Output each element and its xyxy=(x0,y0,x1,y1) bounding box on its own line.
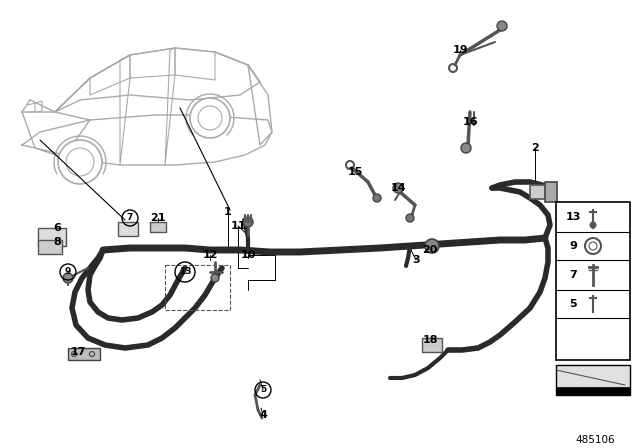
Bar xyxy=(38,228,66,246)
Circle shape xyxy=(425,239,439,253)
Text: 485106: 485106 xyxy=(575,435,615,445)
Text: 8: 8 xyxy=(53,237,61,247)
Text: 2: 2 xyxy=(531,143,539,153)
Polygon shape xyxy=(22,115,272,165)
Circle shape xyxy=(243,217,253,227)
Bar xyxy=(118,222,138,236)
Text: 21: 21 xyxy=(150,213,166,223)
Circle shape xyxy=(190,98,230,138)
Circle shape xyxy=(63,273,73,283)
Text: 14: 14 xyxy=(390,183,406,193)
Bar xyxy=(556,202,630,360)
Text: 10: 10 xyxy=(240,250,256,260)
Text: 1: 1 xyxy=(224,207,232,217)
Text: 7: 7 xyxy=(569,270,577,280)
Bar xyxy=(150,222,166,232)
Bar xyxy=(68,348,100,360)
Text: 17: 17 xyxy=(70,347,86,357)
Text: 20: 20 xyxy=(422,245,438,255)
Circle shape xyxy=(590,222,596,228)
Text: 7: 7 xyxy=(127,214,133,223)
Circle shape xyxy=(58,140,102,184)
Text: 15: 15 xyxy=(348,167,363,177)
Polygon shape xyxy=(55,48,260,112)
Circle shape xyxy=(211,274,219,282)
Text: 6: 6 xyxy=(53,223,61,233)
Circle shape xyxy=(406,214,414,222)
Text: 18: 18 xyxy=(422,335,438,345)
Text: 5: 5 xyxy=(569,299,577,309)
Bar xyxy=(422,338,442,352)
Circle shape xyxy=(373,194,381,202)
Text: 5: 5 xyxy=(260,385,266,395)
Text: 4: 4 xyxy=(259,410,267,420)
Circle shape xyxy=(393,183,403,193)
Text: 16: 16 xyxy=(462,117,478,127)
Text: 9: 9 xyxy=(569,241,577,251)
Text: 11: 11 xyxy=(230,221,246,231)
Circle shape xyxy=(497,21,507,31)
Text: 3: 3 xyxy=(412,255,420,265)
Bar xyxy=(165,265,230,310)
Bar xyxy=(556,387,630,395)
Bar xyxy=(545,182,557,202)
Text: 13: 13 xyxy=(179,267,191,276)
Circle shape xyxy=(461,143,471,153)
Text: 9: 9 xyxy=(65,267,71,276)
Text: 12: 12 xyxy=(202,250,218,260)
Bar xyxy=(556,365,630,395)
Text: 13: 13 xyxy=(565,212,580,222)
Bar xyxy=(530,185,548,199)
Bar xyxy=(38,240,62,254)
Text: 19: 19 xyxy=(452,45,468,55)
